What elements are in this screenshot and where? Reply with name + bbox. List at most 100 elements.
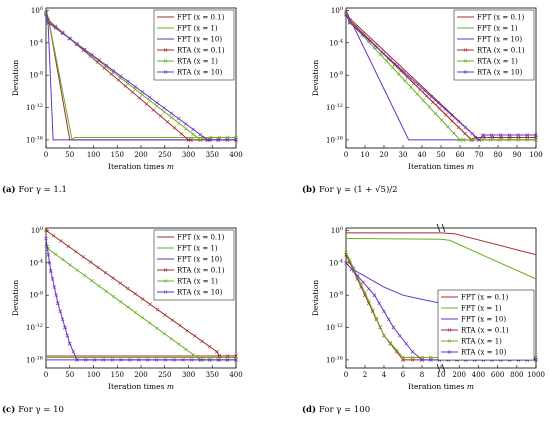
series-marker (68, 36, 72, 41)
series-marker (155, 326, 159, 331)
series-marker (378, 325, 383, 329)
x-axis-label: Iteration times m (408, 162, 474, 171)
legend-marker (447, 328, 452, 332)
x-tick-label: 250 (158, 371, 171, 379)
series-marker (162, 106, 166, 110)
series-marker (409, 85, 413, 90)
series-marker (395, 64, 400, 68)
series-marker (428, 358, 433, 362)
y-tick-label: 10-8 (329, 71, 343, 80)
x-tick-label: 300 (182, 371, 195, 379)
legend-box (153, 9, 235, 81)
series-marker (140, 90, 145, 94)
series-marker (349, 267, 354, 272)
y-tick-label: 100 (31, 226, 43, 235)
series-marker (147, 321, 152, 325)
series-marker (463, 131, 467, 136)
y-tick-label: 10-4 (329, 258, 343, 267)
series-marker (525, 138, 529, 142)
series-marker (382, 309, 386, 314)
series-marker (449, 113, 454, 118)
series-marker (234, 138, 238, 142)
legend-label: RTA (x = 1) (177, 278, 218, 286)
series-marker (97, 284, 101, 288)
series-marker (176, 116, 181, 121)
series-marker (68, 263, 72, 267)
x-tick-label: 800 (510, 371, 523, 379)
series-marker (48, 269, 53, 273)
series-marker (361, 33, 366, 37)
series-marker (470, 131, 475, 136)
x-tick-label: 30 (399, 151, 408, 159)
series-marker (184, 347, 188, 352)
x-tick-label: 70 (475, 151, 484, 159)
series-marker (215, 350, 219, 354)
series-marker (104, 289, 109, 294)
legend-marker (163, 290, 168, 294)
legend-label: RTA (x = 1) (461, 338, 502, 346)
series-marker (436, 101, 441, 105)
series-marker (516, 138, 520, 142)
legend-label: FPT (x = 1) (177, 245, 218, 253)
y-tick-label: 10-16 (326, 135, 343, 144)
legend-marker (463, 48, 468, 52)
legend-label: FPT (x = 1) (177, 25, 218, 33)
x-tick-label: 60 (456, 151, 465, 159)
series-marker (415, 92, 419, 96)
series-marker (217, 135, 222, 140)
series-marker (392, 62, 397, 67)
series-marker (44, 11, 48, 16)
series-marker (65, 333, 70, 338)
x-tick-label: 250 (158, 151, 171, 159)
series-marker (118, 300, 123, 304)
series-marker (458, 138, 462, 142)
series-marker (427, 105, 432, 109)
series-marker (155, 100, 159, 105)
series-marker (398, 333, 402, 338)
legend-label: RTA (x = 0.1) (177, 47, 225, 55)
series-marker (169, 115, 174, 120)
x-tick-label: 0 (44, 151, 48, 159)
legend-marker (463, 70, 468, 74)
series-marker (97, 59, 101, 63)
x-tick-label: 80 (494, 151, 503, 159)
series-marker (151, 108, 156, 112)
series-marker (133, 84, 137, 89)
series-marker (433, 111, 438, 116)
series-marker (189, 138, 193, 142)
legend-label: RTA (x = 10) (477, 69, 523, 77)
panel-caption: (a) For γ = 1.1 (2, 184, 67, 195)
x-tick-label: 150 (111, 151, 124, 159)
series-marker (225, 358, 229, 362)
legend-marker (163, 48, 168, 52)
legend-marker (163, 268, 168, 272)
series-marker (234, 358, 238, 362)
series-marker (489, 133, 494, 137)
legend-label: RTA (x = 0.1) (461, 327, 509, 335)
x-tick-label: 350 (206, 151, 219, 159)
x-tick-label: 300 (182, 151, 195, 159)
series-marker (208, 138, 212, 142)
series-marker (54, 293, 58, 297)
series-marker (88, 260, 93, 264)
series-marker (402, 70, 407, 74)
series-marker (178, 323, 182, 328)
series-marker (176, 342, 181, 346)
series-marker (169, 111, 174, 116)
series-marker (163, 313, 167, 317)
y-tick-label: 10-4 (329, 38, 343, 47)
series-marker (181, 358, 185, 362)
x-tick-label: 350 (206, 371, 219, 379)
series-marker (169, 336, 174, 341)
series-marker (200, 339, 204, 344)
chart-panel-d: 100 10-4 10-8 10-12 10-160 2 4 6 8 10 200 400 600 800… (302, 223, 545, 415)
y-tick-label: 10-4 (29, 258, 43, 267)
series-marker (53, 252, 58, 257)
series-marker (96, 265, 100, 270)
y-tick-label: 100 (31, 6, 43, 15)
series-marker (381, 51, 386, 56)
legend-label: RTA (x = 10) (177, 289, 223, 297)
series-marker (445, 124, 450, 129)
legend-label: FPT (x = 1) (461, 305, 502, 313)
series-marker (344, 260, 348, 265)
